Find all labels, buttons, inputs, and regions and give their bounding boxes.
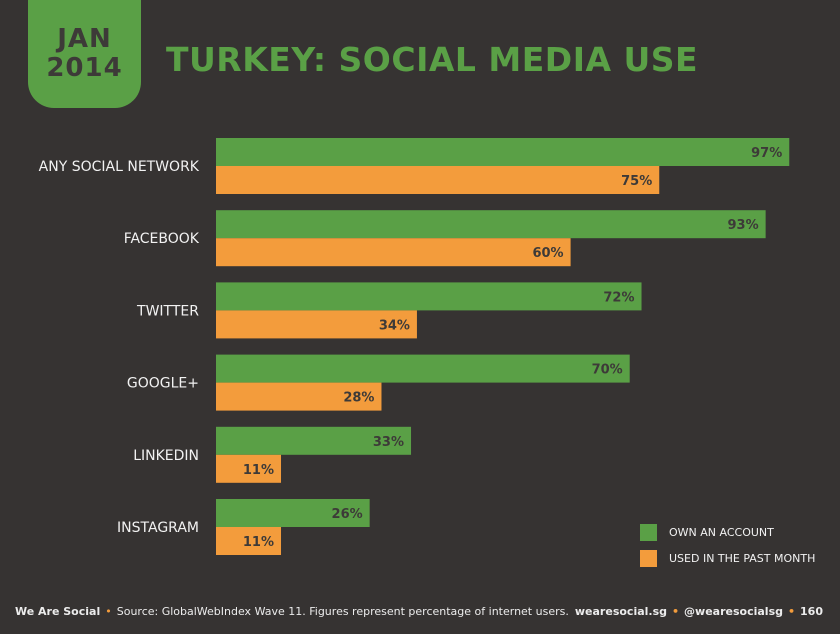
- category-label-any-social-network: ANY SOCIAL NETWORK: [39, 159, 200, 175]
- category-label-instagram: INSTAGRAM: [117, 520, 199, 536]
- bar-twitter-own-an-account: [216, 282, 642, 311]
- data-label-any-social-network-own-an-account: 97%: [751, 146, 782, 161]
- page-title: TURKEY: SOCIAL MEDIA USE: [166, 40, 699, 79]
- data-label-facebook-own-an-account: 93%: [728, 218, 759, 233]
- footer-separator: •: [105, 605, 112, 618]
- bar-chart: ANY SOCIAL NETWORK 97% 75% FACEBOOK 93% 60% TW…: [39, 138, 790, 555]
- category-label-linkedin: LINKEDIN: [133, 448, 199, 464]
- legend-swatch-used-past-month: [640, 549, 657, 567]
- footer-brand: We Are Social: [15, 605, 101, 618]
- data-label-facebook-used-in-the-past-month: 60%: [532, 246, 563, 261]
- data-label-instagram-used-in-the-past-month: 11%: [243, 535, 274, 550]
- legend-label-own-account: OWN AN ACCOUNT: [669, 525, 774, 539]
- bar-instagram-own-an-account: [216, 499, 370, 527]
- legend-swatch-own-account: [640, 523, 657, 541]
- bar-linkedin-own-an-account: [216, 426, 412, 455]
- legend-item-used-past-month: USED IN THE PAST MONTH: [640, 545, 815, 571]
- data-label-twitter-used-in-the-past-month: 34%: [379, 318, 410, 333]
- date-month: JAN: [57, 24, 112, 54]
- category-label-google: GOOGLE+: [127, 376, 199, 392]
- footer-separator: •: [788, 605, 796, 618]
- data-label-google-used-in-the-past-month: 28%: [343, 391, 374, 406]
- date-badge: JAN 2014: [28, 0, 141, 108]
- date-year: 2014: [46, 53, 123, 83]
- bar-facebook-used-in-the-past-month: [216, 238, 571, 267]
- footer-source-text: Source: GlobalWebIndex Wave 11. Figures …: [116, 605, 569, 618]
- footer-links: wearesocial.sg • @wearesocialsg • 160: [575, 605, 823, 618]
- footer-page-number: 160: [800, 605, 823, 618]
- footer-separator: •: [672, 605, 680, 618]
- category-label-twitter: TWITTER: [136, 303, 199, 319]
- footer-site: wearesocial.sg: [574, 605, 668, 618]
- bar-linkedin-used-in-the-past-month: [216, 454, 282, 483]
- data-label-linkedin-used-in-the-past-month: 11%: [243, 463, 274, 478]
- data-label-instagram-own-an-account: 26%: [332, 507, 363, 522]
- data-label-google-own-an-account: 70%: [592, 363, 623, 378]
- bar-facebook-own-an-account: [216, 210, 766, 239]
- bar-google-used-in-the-past-month: [216, 382, 382, 411]
- data-label-any-social-network-used-in-the-past-month: 75%: [621, 174, 652, 189]
- bar-twitter-used-in-the-past-month: [216, 310, 417, 339]
- bar-any-social-network-used-in-the-past-month: [216, 166, 660, 194]
- bar-google-own-an-account: [216, 354, 630, 383]
- category-label-facebook: FACEBOOK: [124, 231, 200, 247]
- data-label-twitter-own-an-account: 72%: [603, 290, 634, 305]
- footer-handle: @wearesocialsg: [684, 605, 783, 618]
- legend-item-own-account: OWN AN ACCOUNT: [640, 519, 815, 545]
- footer-source: We Are Social • Source: GlobalWebIndex Wav…: [15, 605, 569, 618]
- legend-label-used-past-month: USED IN THE PAST MONTH: [669, 551, 816, 565]
- data-label-linkedin-own-an-account: 33%: [373, 435, 404, 450]
- bar-any-social-network-own-an-account: [216, 138, 790, 166]
- bar-instagram-used-in-the-past-month: [216, 527, 282, 555]
- chart-legend: OWN AN ACCOUNT USED IN THE PAST MONTH: [640, 519, 815, 571]
